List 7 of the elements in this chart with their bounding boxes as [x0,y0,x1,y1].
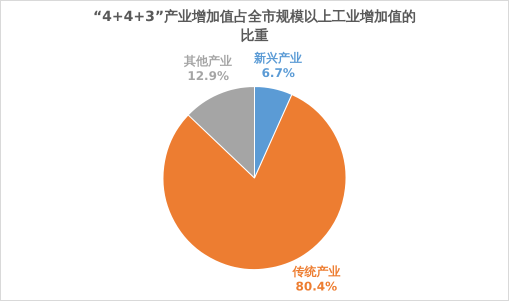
data-label: 12.9% [187,69,229,84]
chart-title: “4+4+3”产业增加值占全市规模以上工业增加值的比重 [92,8,418,46]
slice-label: 其他产业 [183,54,232,68]
slice-label: 新兴产业 [253,51,302,66]
data-label: 80.4% [296,279,338,294]
slice-label: 传统产业 [291,264,340,278]
data-label: 6.7% [262,66,295,80]
